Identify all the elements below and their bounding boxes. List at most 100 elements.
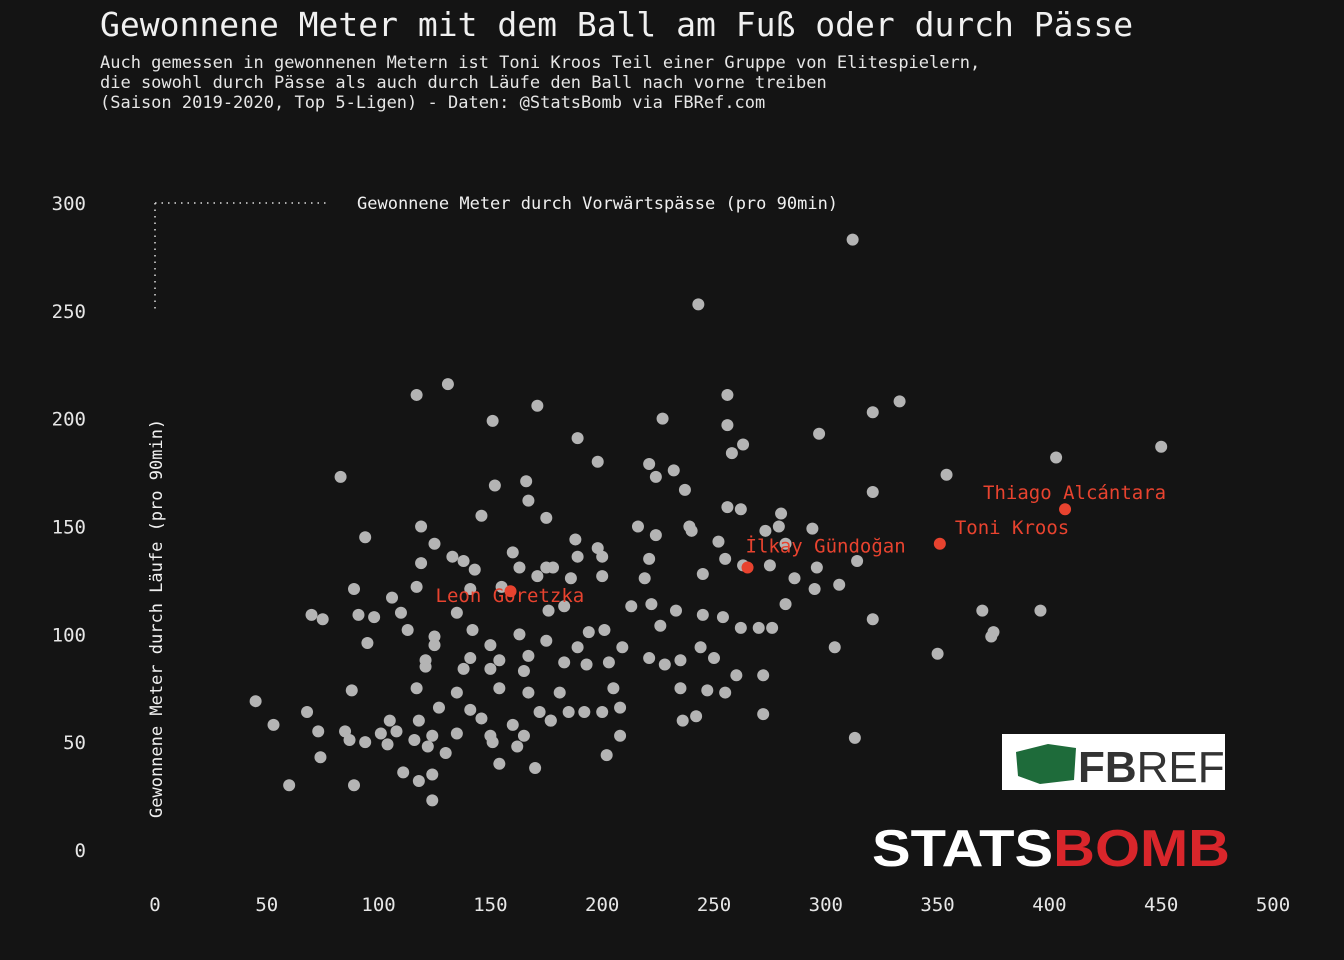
data-point xyxy=(558,656,571,669)
data-point xyxy=(484,639,497,652)
data-point xyxy=(940,468,953,481)
data-point xyxy=(643,552,656,565)
data-point xyxy=(421,740,434,753)
data-point xyxy=(464,703,477,716)
data-point xyxy=(759,524,772,537)
data-point xyxy=(614,701,627,714)
data-point xyxy=(643,652,656,665)
data-point xyxy=(656,412,669,425)
data-point xyxy=(415,520,428,533)
data-point xyxy=(625,600,638,613)
subtitle-line: die sowohl durch Pässe als auch durch Lä… xyxy=(100,73,827,93)
data-point xyxy=(757,669,770,682)
data-point xyxy=(484,662,497,675)
statsbomb-logo-part: BOMB xyxy=(1053,820,1230,878)
data-point xyxy=(766,621,779,634)
data-point xyxy=(730,669,743,682)
x-tick-label: 200 xyxy=(585,894,619,916)
data-point xyxy=(348,779,361,792)
data-point xyxy=(558,600,571,613)
data-point xyxy=(564,572,577,585)
data-point xyxy=(249,695,262,708)
data-point xyxy=(394,606,407,619)
data-point xyxy=(616,641,629,654)
data-point xyxy=(439,746,452,759)
data-point xyxy=(540,634,553,647)
data-point xyxy=(828,641,841,654)
x-tick-label: 100 xyxy=(361,894,395,916)
data-point xyxy=(607,682,620,695)
data-point xyxy=(866,485,879,498)
data-point xyxy=(386,591,399,604)
subtitle-line: (Saison 2019-2020, Top 5-Ligen) - Daten:… xyxy=(100,93,765,113)
y-tick-label: 250 xyxy=(52,301,86,323)
data-point xyxy=(412,774,425,787)
data-point xyxy=(547,561,560,574)
data-point xyxy=(591,455,604,468)
data-point xyxy=(301,705,314,718)
data-point xyxy=(614,729,627,742)
data-point xyxy=(464,583,477,596)
data-point xyxy=(645,598,658,611)
data-point xyxy=(562,705,575,718)
data-point xyxy=(721,501,734,514)
data-point xyxy=(598,624,611,637)
data-point xyxy=(513,561,526,574)
data-point xyxy=(674,654,687,667)
data-point xyxy=(381,738,394,751)
data-point xyxy=(772,520,785,533)
data-point xyxy=(808,583,821,596)
data-point xyxy=(316,613,329,626)
subtitle-line: Auch gemessen in gewonnenen Metern ist T… xyxy=(100,53,980,73)
data-point xyxy=(851,555,864,568)
data-point xyxy=(757,708,770,721)
data-point xyxy=(466,624,479,637)
data-point xyxy=(810,561,823,574)
data-point xyxy=(638,572,651,585)
data-point xyxy=(582,626,595,639)
data-point xyxy=(529,762,542,775)
data-point xyxy=(495,580,508,593)
data-point xyxy=(522,686,535,699)
data-point xyxy=(696,567,709,580)
data-point xyxy=(450,606,463,619)
data-point xyxy=(571,432,584,445)
x-tick-label: 400 xyxy=(1032,894,1066,916)
data-point xyxy=(441,378,454,391)
data-point xyxy=(692,298,705,311)
data-point xyxy=(361,636,374,649)
x-tick-label: 300 xyxy=(809,894,843,916)
data-point xyxy=(305,608,318,621)
data-point xyxy=(600,749,613,762)
data-point xyxy=(517,729,530,742)
data-point xyxy=(602,656,615,669)
data-point xyxy=(752,621,765,634)
data-point xyxy=(734,621,747,634)
data-point xyxy=(493,654,506,667)
data-point xyxy=(450,727,463,740)
data-point xyxy=(544,714,557,727)
data-point xyxy=(931,647,944,660)
data-point xyxy=(674,682,687,695)
data-point xyxy=(721,388,734,401)
data-point xyxy=(775,507,788,520)
data-point xyxy=(779,537,792,550)
data-point xyxy=(533,705,546,718)
x-tick-label: 50 xyxy=(255,894,278,916)
data-point xyxy=(446,550,459,563)
data-point xyxy=(734,503,747,516)
x-tick-label: 250 xyxy=(697,894,731,916)
data-point xyxy=(1155,440,1168,453)
data-point xyxy=(432,701,445,714)
chart-title: Gewonnene Meter mit dem Ball am Fuß oder… xyxy=(100,5,1133,44)
fbref-logo-icon xyxy=(1016,744,1076,784)
fbref-logo: FBREF xyxy=(1078,743,1225,792)
data-point xyxy=(397,766,410,779)
y-tick-label: 300 xyxy=(52,193,86,215)
y-tick-label: 0 xyxy=(75,840,86,862)
data-point xyxy=(517,664,530,677)
statsbomb-logo-part: STATS xyxy=(872,820,1053,878)
data-point xyxy=(741,561,754,574)
data-point xyxy=(457,662,470,675)
